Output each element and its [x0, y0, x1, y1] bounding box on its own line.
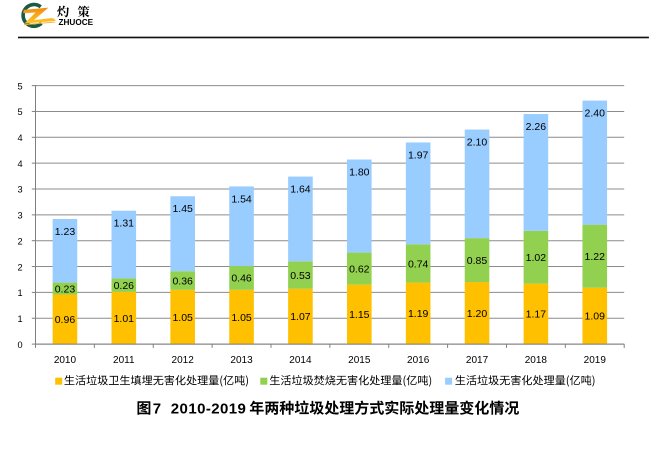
svg-text:0.36: 0.36	[172, 275, 193, 287]
svg-text:0.74: 0.74	[408, 258, 429, 270]
svg-text:2.40: 2.40	[585, 108, 606, 120]
svg-text:1.15: 1.15	[349, 309, 370, 321]
svg-text:1.64: 1.64	[290, 184, 311, 196]
svg-text:2013: 2013	[230, 355, 253, 366]
svg-text:5: 5	[17, 107, 22, 117]
svg-text:1: 1	[17, 288, 22, 298]
svg-text:2011: 2011	[113, 355, 135, 366]
svg-text:1.20: 1.20	[467, 308, 488, 320]
svg-text:1.05: 1.05	[172, 312, 193, 324]
svg-text:1.23: 1.23	[55, 226, 76, 238]
svg-text:4: 4	[17, 133, 22, 143]
svg-text:0.46: 0.46	[231, 273, 252, 285]
svg-text:2014: 2014	[289, 355, 312, 366]
svg-text:0.26: 0.26	[114, 280, 135, 292]
svg-text:1.54: 1.54	[231, 193, 252, 205]
svg-text:1.01: 1.01	[114, 313, 135, 325]
svg-text:2018: 2018	[525, 355, 548, 366]
svg-text:2: 2	[17, 262, 22, 272]
svg-text:1.02: 1.02	[526, 252, 547, 264]
svg-text:2012: 2012	[172, 355, 195, 366]
svg-text:2015: 2015	[348, 355, 371, 366]
svg-text:2019: 2019	[584, 355, 607, 366]
svg-text:0.96: 0.96	[55, 314, 76, 326]
svg-text:2017: 2017	[466, 355, 489, 366]
svg-text:0: 0	[17, 340, 22, 350]
svg-text:2: 2	[17, 236, 22, 246]
svg-text:1.22: 1.22	[585, 251, 606, 263]
svg-text:2.10: 2.10	[467, 137, 488, 149]
svg-text:2.26: 2.26	[526, 121, 547, 133]
svg-text:ZHUOCE: ZHUOCE	[59, 18, 94, 27]
svg-text:1: 1	[17, 314, 22, 324]
svg-text:1.97: 1.97	[408, 149, 429, 161]
svg-text:1.17: 1.17	[526, 309, 547, 321]
svg-text:1.09: 1.09	[585, 311, 606, 323]
svg-text:1.31: 1.31	[114, 218, 135, 230]
svg-text:1.19: 1.19	[408, 308, 429, 320]
svg-text:0.53: 0.53	[290, 270, 311, 282]
svg-text:2010: 2010	[54, 355, 77, 366]
svg-text:2016: 2016	[407, 355, 430, 366]
svg-text:3: 3	[17, 211, 22, 221]
svg-text:0.23: 0.23	[55, 283, 76, 295]
svg-text:3: 3	[17, 185, 22, 195]
svg-text:5: 5	[17, 81, 22, 91]
svg-text:1.05: 1.05	[231, 312, 252, 324]
svg-text:7: 7	[153, 400, 161, 417]
svg-text:1.07: 1.07	[290, 311, 311, 323]
svg-text:2010-2019: 2010-2019	[171, 400, 247, 417]
svg-text:0.62: 0.62	[349, 263, 370, 275]
svg-text:0.85: 0.85	[467, 255, 488, 267]
svg-text:1.45: 1.45	[172, 203, 193, 215]
svg-text:1.80: 1.80	[349, 167, 370, 179]
svg-text:4: 4	[17, 159, 22, 169]
